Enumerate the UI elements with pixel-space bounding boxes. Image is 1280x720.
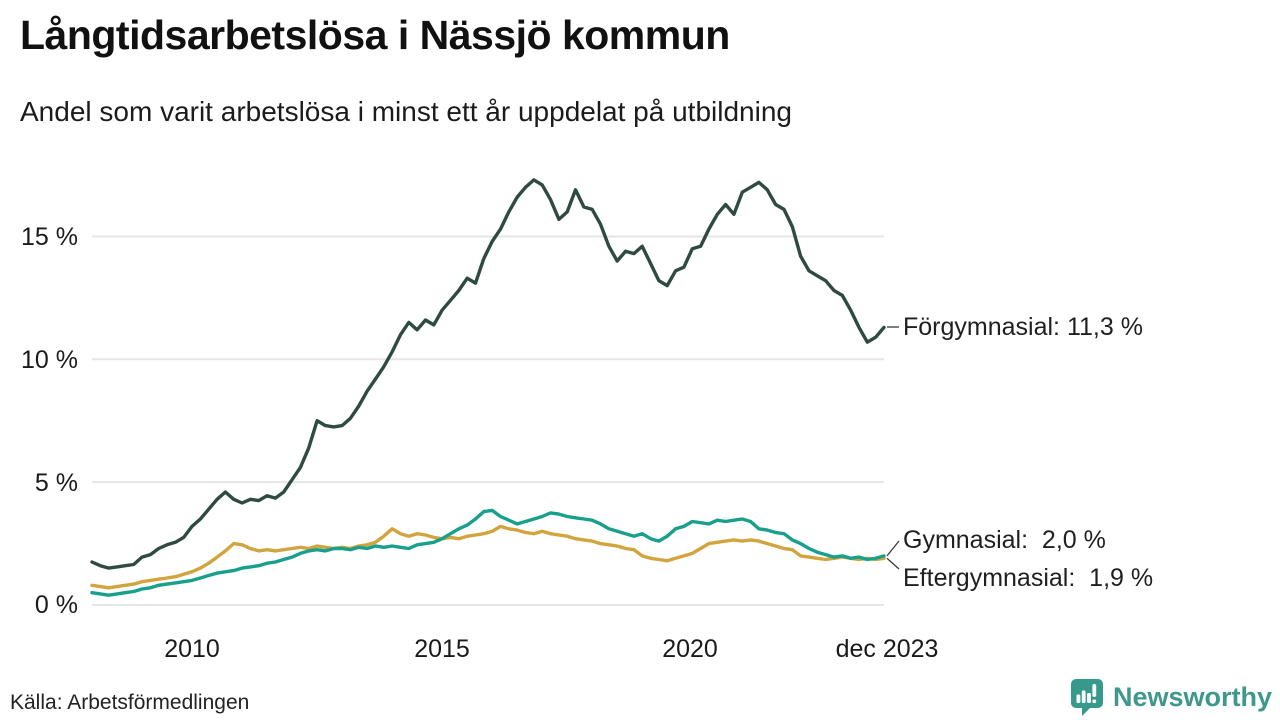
label-leader-eftergymnasial: [886, 557, 900, 570]
series-line-forgymnasial: [90, 178, 886, 570]
y-tick-5: 5 %: [34, 469, 78, 497]
series-line-gymnasial: [90, 508, 886, 597]
x-tick-2010: 2010: [164, 635, 220, 663]
y-tick-15: 15 %: [21, 223, 78, 251]
newsworthy-logo-icon: [1070, 679, 1103, 716]
x-tick-2015: 2015: [414, 635, 470, 663]
page-subtitle: Andel som varit arbetslösa i minst ett å…: [20, 96, 792, 127]
label-leader-gymnasial: [886, 540, 900, 557]
brand-name: Newsworthy: [1112, 682, 1272, 712]
page-title: Långtidsarbetslösa i Nässjö kommun: [20, 12, 730, 58]
y-tick-10: 10 %: [21, 346, 78, 374]
series-label-gymnasial: Gymnasial: 2,0 %: [903, 526, 1106, 554]
series-label-forgymnasial: Förgymnasial: 11,3 %: [903, 313, 1143, 341]
brand-lockup: Newsworthy: [1068, 676, 1272, 718]
y-tick-0: 0 %: [34, 591, 78, 619]
series-label-eftergymnasial: Eftergymnasial: 1,9 %: [903, 564, 1154, 592]
series-line-eftergymnasial: [90, 524, 886, 590]
x-tick-2020: 2020: [662, 635, 718, 663]
source-note: Källa: Arbetsförmedlingen: [10, 691, 250, 714]
x-tick-dec-2023: dec 2023: [835, 635, 939, 663]
